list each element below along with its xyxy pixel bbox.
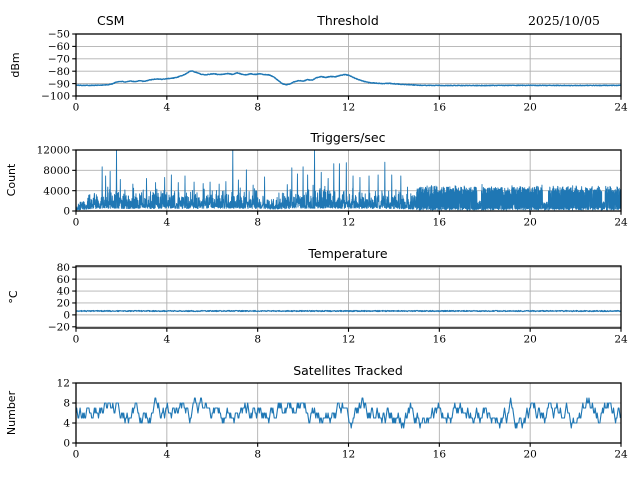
x-tick-label: 24 [614, 217, 628, 229]
x-tick-label: 8 [254, 102, 261, 114]
x-tick-label: 12 [342, 449, 355, 461]
y-tick-label: −90 [48, 78, 70, 90]
y-tick-label: 12 [57, 378, 70, 390]
y-tick-label: 40 [57, 286, 70, 298]
satellites-title: Satellites Tracked [293, 363, 403, 378]
y-tick-label: 80 [57, 262, 70, 274]
x-tick-label: 24 [614, 334, 628, 346]
x-tick-label: 20 [523, 217, 536, 229]
y-tick-label: −80 [48, 66, 70, 78]
y-tick-label: −60 [48, 41, 70, 53]
y-tick-label: 8000 [43, 165, 70, 177]
x-tick-label: 12 [342, 102, 355, 114]
x-tick-label: 20 [523, 449, 536, 461]
y-tick-label: 4000 [43, 185, 70, 197]
x-tick-label: 24 [614, 449, 628, 461]
labels-layer: CSM Threshold 2025/10/05 dBm Triggers/se… [5, 13, 600, 435]
y-tick-label: 4 [63, 418, 70, 430]
y-tick-label: 20 [57, 298, 70, 310]
y-tick-label: 0 [63, 438, 70, 450]
station-label: CSM [97, 13, 124, 28]
series-triggers-count [76, 150, 621, 211]
x-tick-label: 16 [433, 217, 447, 229]
satellites-ylabel: Number [5, 390, 18, 435]
x-tick-label: 8 [254, 449, 261, 461]
panel-satellites-tracked: 0 4 8 12 16 20 24 0 4 8 12 [57, 378, 628, 461]
x-tick-label: 0 [73, 449, 80, 461]
x-tick-label: 4 [163, 334, 170, 346]
y-tick-label: 0 [63, 206, 70, 218]
panel-threshold: 0 4 8 12 16 20 24 −50−60−70−80−90−100 [41, 29, 628, 114]
triggers-ylabel: Count [5, 163, 18, 196]
y-tick-label: −20 [48, 322, 70, 334]
x-tick-label: 8 [254, 334, 261, 346]
x-tick-label: 12 [342, 217, 355, 229]
x-tick-label: 16 [433, 334, 447, 346]
x-tick-label: 16 [433, 449, 447, 461]
x-tick-label: 8 [254, 217, 261, 229]
temperature-ylabel: °C [7, 290, 20, 304]
x-tick-label: 0 [73, 334, 80, 346]
threshold-ylabel: dBm [9, 52, 22, 77]
x-tick-label: 0 [73, 217, 80, 229]
y-tick-label: 12000 [37, 145, 70, 157]
y-tick-label: 8 [63, 398, 70, 410]
threshold-title: Threshold [316, 13, 379, 28]
panel-triggers-sec: 0 4 8 12 16 20 24 0 4000 8000 12000 [37, 145, 628, 229]
y-tick-label: −70 [48, 54, 70, 66]
series-satellites-tracked [76, 397, 621, 429]
x-tick-label: 4 [163, 217, 170, 229]
series-threshold-dbm [76, 70, 621, 87]
x-tick-label: 24 [614, 102, 628, 114]
y-tick-label: −100 [41, 91, 70, 103]
triggers-title: Triggers/sec [310, 130, 386, 145]
y-tick-label: −50 [48, 29, 70, 41]
x-tick-label: 12 [342, 334, 355, 346]
x-tick-label: 20 [523, 334, 536, 346]
series-temperature-c [76, 309, 621, 313]
y-tick-label: 60 [57, 274, 70, 286]
date-label: 2025/10/05 [528, 13, 600, 28]
x-tick-label: 20 [523, 102, 536, 114]
temperature-title: Temperature [307, 246, 387, 261]
x-tick-label: 16 [433, 102, 447, 114]
x-tick-label: 4 [163, 449, 170, 461]
y-tick-label: 0 [63, 310, 70, 322]
x-tick-label: 0 [73, 102, 80, 114]
x-tick-label: 4 [163, 102, 170, 114]
